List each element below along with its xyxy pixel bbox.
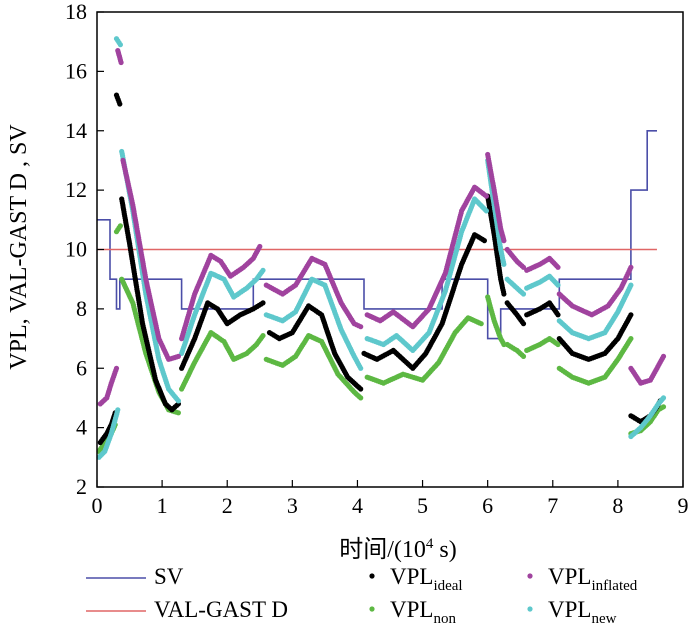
series-new-point xyxy=(358,365,364,371)
legend-label-main: VPL xyxy=(548,597,591,622)
x-axis-label-tail: s) xyxy=(433,537,456,563)
series-new-point xyxy=(115,407,121,413)
y-axis-label: VPL, VAL-GAST D , SV xyxy=(6,124,32,370)
y-axis-ticks: 2 4 6 8 10 12 14 16 18 xyxy=(65,0,104,499)
series-non-point xyxy=(478,321,484,327)
legend-label-non: VPLnon xyxy=(390,597,456,627)
x-tick-label: 0 xyxy=(92,493,103,518)
legend-swatch-new xyxy=(527,606,533,612)
legend-item-new: VPLnew xyxy=(527,597,617,627)
y-tick-label: 10 xyxy=(65,237,87,262)
series-new-point xyxy=(117,42,123,48)
y-tick-label: 4 xyxy=(76,415,87,440)
legend-label-sub: new xyxy=(591,611,616,627)
legend-label-main: SV xyxy=(154,564,184,589)
vpl-dots-layer xyxy=(96,36,667,460)
legend-item-val: VAL-GAST D xyxy=(86,597,288,622)
series-non-point xyxy=(260,333,266,339)
series-new-point xyxy=(501,261,507,267)
x-tick-label: 9 xyxy=(678,493,689,518)
series-inflated-point xyxy=(358,324,364,330)
series-inflated-point xyxy=(501,238,507,244)
legend-label-sub: ideal xyxy=(433,578,462,594)
series-new-point xyxy=(483,208,489,214)
series-ideal-dots xyxy=(97,92,663,446)
y-tick-label: 14 xyxy=(65,118,87,143)
x-axis-label-sup: 4 xyxy=(426,536,434,552)
series-new-point xyxy=(555,282,561,288)
legend-label-main: VPL xyxy=(390,597,433,622)
series-inflated-point xyxy=(175,353,181,359)
legend-item-ideal: VPLideal xyxy=(369,564,463,594)
series-ideal-point xyxy=(555,312,561,318)
series-new-dots xyxy=(96,36,667,460)
legend-swatch-ideal xyxy=(369,573,375,579)
legend-label-main: VPL xyxy=(390,564,433,589)
series-new-point xyxy=(628,282,634,288)
series-non-point xyxy=(660,404,667,410)
series-non-point xyxy=(555,341,561,348)
series-inflated-point xyxy=(555,264,561,270)
y-tick-label: 2 xyxy=(76,474,87,499)
legend-label-new: VPLnew xyxy=(548,597,617,627)
legend-label-val: VAL-GAST D xyxy=(154,597,288,622)
sv-series-layer xyxy=(97,130,657,340)
legend-label-sub: non xyxy=(433,611,456,627)
series-ideal-point xyxy=(260,300,266,306)
x-tick-label: 4 xyxy=(352,493,363,518)
y-tick-label: 12 xyxy=(65,177,87,202)
legend-swatch-non xyxy=(369,606,375,612)
legend-label-main: VPL xyxy=(548,564,591,589)
series-inflated-point xyxy=(113,365,120,371)
x-tick-label: 6 xyxy=(482,493,493,518)
series-ideal-point xyxy=(520,321,527,327)
series-non-point xyxy=(117,223,123,229)
series-sv-line xyxy=(97,130,657,340)
y-tick-label: 18 xyxy=(65,0,87,24)
legend-label-sv: SV xyxy=(154,564,184,589)
series-inflated-point xyxy=(483,193,489,199)
legend-label-ideal: VPLideal xyxy=(390,564,463,594)
legend-item-non: VPLnon xyxy=(369,597,456,627)
legend-label-sub: inflated xyxy=(591,578,637,594)
series-new-point xyxy=(660,395,667,401)
x-tick-label: 5 xyxy=(417,493,428,518)
series-non-point xyxy=(358,395,364,401)
series-inflated-dots xyxy=(97,48,667,407)
legend-item-sv: SV xyxy=(86,564,184,589)
series-new-point xyxy=(175,398,181,404)
x-axis-ticks: 0 1 2 3 4 5 6 7 8 9 xyxy=(92,480,689,518)
x-axis-label: 时间/(104 s) xyxy=(339,536,457,563)
series-non-point xyxy=(520,353,527,359)
series-non-point xyxy=(628,336,634,342)
series-ideal-point xyxy=(501,291,507,297)
series-inflated-point xyxy=(118,59,124,66)
legend-label-inflated: VPLinflated xyxy=(548,564,638,594)
series-ideal-point xyxy=(628,312,634,318)
x-tick-label: 3 xyxy=(287,493,298,518)
legend-item-inflated: VPLinflated xyxy=(527,564,638,594)
series-new-point xyxy=(260,267,266,273)
series-ideal-point xyxy=(481,238,487,244)
y-tick-label: 6 xyxy=(76,355,87,380)
y-tick-label: 8 xyxy=(76,296,87,321)
series-inflated-point xyxy=(628,264,634,270)
series-non-point xyxy=(175,410,181,416)
x-tick-label: 8 xyxy=(612,493,623,518)
series-new-point xyxy=(520,291,527,297)
series-ideal-point xyxy=(117,101,123,107)
x-tick-label: 1 xyxy=(157,493,168,518)
series-ideal-point xyxy=(358,386,364,392)
legend-label-main: VAL-GAST D xyxy=(154,597,288,622)
series-inflated-point xyxy=(257,243,263,250)
x-axis-label-main: 时间/(10 xyxy=(339,536,426,563)
x-tick-label: 2 xyxy=(222,493,233,518)
series-inflated-point xyxy=(660,353,667,359)
x-tick-label: 7 xyxy=(547,493,558,518)
y-tick-label: 16 xyxy=(65,58,87,83)
legend-swatch-inflated xyxy=(527,573,533,579)
